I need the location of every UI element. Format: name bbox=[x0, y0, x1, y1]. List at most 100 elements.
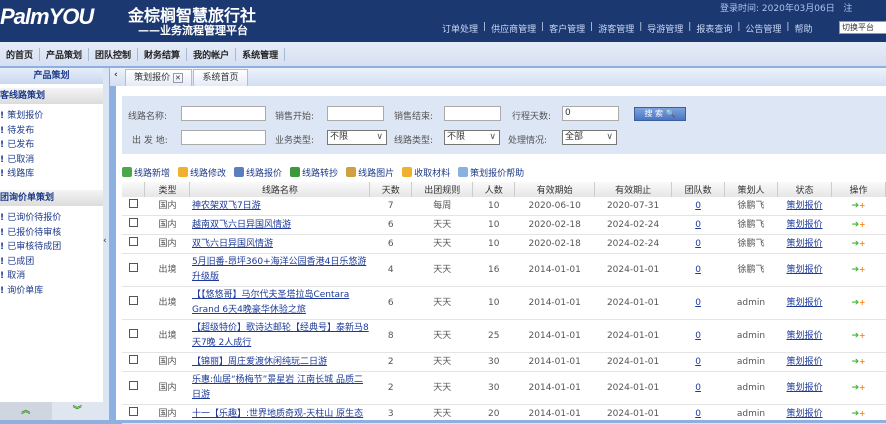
team-count-link[interactable]: 0 bbox=[695, 330, 701, 341]
status-link[interactable]: 策划报价 bbox=[786, 238, 823, 249]
transfer-arrow-icon[interactable]: ➔+ bbox=[851, 357, 866, 367]
toolbar-button[interactable]: 策划报价帮助 bbox=[458, 166, 524, 179]
menu-item[interactable]: 的首页 bbox=[0, 47, 41, 61]
transfer-arrow-icon[interactable]: ➔+ bbox=[851, 201, 866, 211]
status-link[interactable]: 策划报价 bbox=[786, 356, 823, 367]
sidebar-section-header[interactable]: 客线路策划 bbox=[0, 88, 103, 104]
route-name-input[interactable] bbox=[181, 106, 266, 121]
route-name-link[interactable]: 乐惠:仙居“杨梅节”景星岩 江南长城 品质二日游 bbox=[191, 375, 364, 400]
status-link[interactable]: 策划报价 bbox=[786, 264, 823, 275]
menu-item[interactable]: 我的帐户 bbox=[187, 47, 237, 61]
sidebar-item[interactable]: ! 已发布 bbox=[0, 138, 103, 153]
team-count-link[interactable]: 0 bbox=[695, 297, 701, 308]
top-nav-item[interactable]: 公告管理 bbox=[745, 25, 782, 35]
top-nav-item[interactable]: 报表查询 bbox=[696, 25, 733, 35]
route-name-link[interactable]: 双飞六日异国风情游 bbox=[191, 238, 273, 249]
biz-type-select[interactable]: 不限 ∨ bbox=[327, 130, 387, 145]
sidebar-section-header[interactable]: 团询价单策划 bbox=[0, 189, 103, 206]
menu-item[interactable]: 产品策划 bbox=[40, 47, 90, 61]
toolbar-button[interactable]: 线路报价 bbox=[234, 166, 282, 179]
top-nav-item[interactable]: 订单处理 bbox=[442, 25, 479, 35]
route-type-select[interactable]: 不限 ∨ bbox=[444, 130, 500, 145]
sidebar-item[interactable]: ! 已询价待报价 bbox=[0, 211, 103, 226]
toolbar-button[interactable]: 线路转抄 bbox=[290, 166, 338, 179]
sidebar-item[interactable]: ! 线路库 bbox=[0, 167, 103, 182]
action-cell: ➔+ bbox=[831, 197, 886, 216]
close-icon[interactable]: ✕ bbox=[173, 73, 183, 83]
sidebar-item[interactable]: ! 取消 bbox=[0, 269, 103, 284]
transfer-arrow-icon[interactable]: ➔+ bbox=[851, 239, 866, 249]
status-select[interactable]: 全部 ∨ bbox=[562, 130, 617, 145]
departure-input[interactable] bbox=[181, 130, 266, 145]
status-link[interactable]: 策划报价 bbox=[786, 200, 823, 211]
toolbar-button[interactable]: 线路图片 bbox=[346, 166, 394, 179]
status-link[interactable]: 策划报价 bbox=[786, 408, 823, 419]
top-nav-item[interactable]: 游客管理 bbox=[598, 25, 635, 35]
route-name-link[interactable]: 【锦丽】周庄爱渡休闲纯玩二日游 bbox=[191, 356, 327, 367]
menu-item[interactable]: 系统管理 bbox=[236, 47, 286, 61]
route-name-link[interactable]: 神农架双飞7日游 bbox=[191, 200, 261, 211]
row-checkbox[interactable] bbox=[128, 406, 138, 416]
sidebar-item[interactable]: ! 策划报价 bbox=[0, 109, 103, 124]
type: 国内 bbox=[158, 238, 177, 249]
sidebar-item[interactable]: ! 已报价待审核 bbox=[0, 226, 103, 241]
transfer-arrow-icon[interactable]: ➔+ bbox=[851, 220, 866, 230]
team-count-link[interactable]: 0 bbox=[695, 356, 701, 367]
toolbar-button[interactable]: 线路新增 bbox=[122, 166, 170, 179]
search-button[interactable]: 搜 索 🔍 bbox=[634, 107, 686, 121]
row-checkbox[interactable] bbox=[128, 380, 138, 390]
menu-item[interactable]: 财务结算 bbox=[138, 47, 188, 61]
toolbar-button[interactable]: 线路修改 bbox=[178, 166, 226, 179]
menu-item[interactable]: 团队控制 bbox=[89, 47, 139, 61]
team-count-link[interactable]: 0 bbox=[695, 264, 701, 275]
team-count-link[interactable]: 0 bbox=[695, 219, 701, 230]
top-nav-item[interactable]: 客户管理 bbox=[549, 25, 586, 35]
top-nav-item[interactable]: 帮助 bbox=[794, 25, 813, 35]
status-link[interactable]: 策划报价 bbox=[786, 382, 823, 393]
route-name-link[interactable]: 越南双飞六日异国风情游 bbox=[191, 219, 291, 230]
transfer-arrow-icon[interactable]: ➔+ bbox=[851, 383, 866, 393]
logout-link[interactable]: 注 bbox=[843, 4, 853, 14]
team-count-link[interactable]: 0 bbox=[695, 382, 701, 393]
toolbar-button[interactable]: 收取材料 bbox=[402, 166, 450, 179]
row-checkbox[interactable] bbox=[128, 295, 138, 305]
days-input[interactable]: 0 bbox=[562, 106, 619, 121]
top-nav-item[interactable]: 导游管理 bbox=[647, 25, 684, 35]
row-checkbox[interactable] bbox=[128, 262, 138, 272]
status-link[interactable]: 策划报价 bbox=[786, 297, 823, 308]
sidebar-item[interactable]: ! 已审核待成团 bbox=[0, 240, 103, 255]
valid-to: 2024-01-01 bbox=[606, 408, 660, 419]
transfer-arrow-icon[interactable]: ➔+ bbox=[851, 298, 866, 308]
row-checkbox[interactable] bbox=[128, 198, 138, 208]
team-count-link[interactable]: 0 bbox=[695, 238, 701, 249]
transfer-arrow-icon[interactable]: ➔+ bbox=[851, 409, 866, 419]
team-count-link[interactable]: 0 bbox=[695, 200, 701, 211]
switch-platform-select[interactable]: 切换平台 bbox=[839, 21, 886, 34]
sidebar-item[interactable]: ! 询价单库 bbox=[0, 284, 103, 299]
row-checkbox[interactable] bbox=[128, 328, 138, 338]
sidebar-item[interactable]: ! 已取消 bbox=[0, 153, 103, 168]
row-checkbox[interactable] bbox=[128, 354, 138, 364]
tab-home[interactable]: 系统首页 bbox=[193, 69, 248, 86]
sale-end-input[interactable] bbox=[444, 106, 501, 121]
scroll-down-icon[interactable]: ︾ bbox=[72, 406, 82, 416]
status-link[interactable]: 策划报价 bbox=[786, 330, 823, 341]
team-count-link[interactable]: 0 bbox=[695, 408, 701, 419]
sale-start-input[interactable] bbox=[327, 106, 384, 121]
tab-quote[interactable]: 策划报价 ✕ bbox=[125, 69, 192, 86]
status-link[interactable]: 策划报价 bbox=[786, 219, 823, 230]
top-nav-item[interactable]: 供应商管理 bbox=[491, 25, 537, 35]
transfer-arrow-icon[interactable]: ➔+ bbox=[851, 331, 866, 341]
row-checkbox[interactable] bbox=[128, 236, 138, 246]
transfer-arrow-icon[interactable]: ➔+ bbox=[851, 265, 866, 275]
route-name-link[interactable]: 【超级特价】歌诗达邮轮【经典号】泰新马8天7晚 2人成行 bbox=[191, 323, 369, 348]
scroll-up-icon[interactable]: ︽ bbox=[0, 402, 52, 420]
sidebar-item[interactable]: ! 待发布 bbox=[0, 124, 103, 139]
route-name-link[interactable]: 【【悠悠哥】马尔代夫圣塔拉岛Centara Grand 6天4晚豪华休验之旅 bbox=[191, 290, 350, 315]
sidebar-item[interactable]: ! 已成团 bbox=[0, 255, 103, 270]
route-name-link[interactable]: 十一【乐趣】:世界地质奇观-天柱山 原生态 bbox=[191, 408, 364, 419]
row-checkbox[interactable] bbox=[128, 217, 138, 227]
sidebar-collapse-toggle[interactable]: ‹ bbox=[103, 68, 109, 420]
tab-scroll-left-icon[interactable]: ‹ bbox=[114, 70, 118, 80]
route-name-link[interactable]: 5月旧番-昂坪360+海洋公园香港4日乐悠游升级版 bbox=[191, 257, 367, 282]
